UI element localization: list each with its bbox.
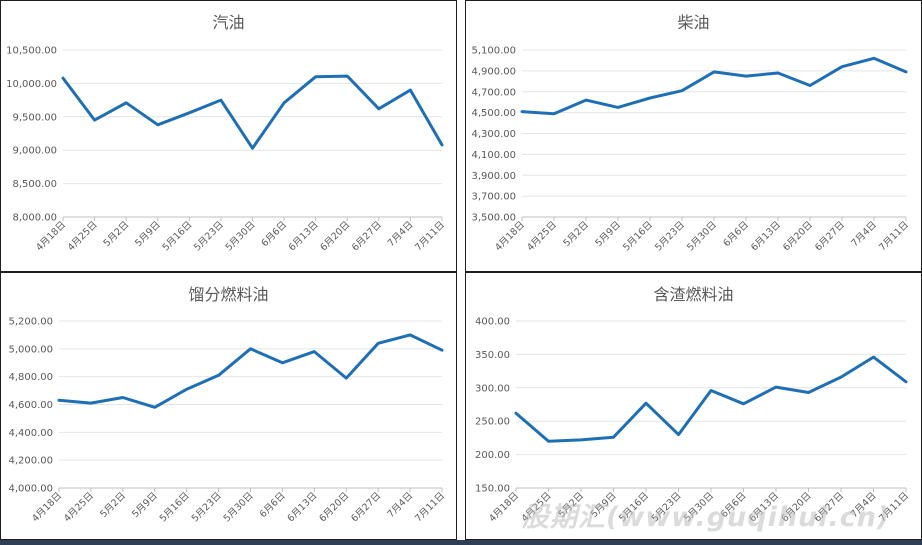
y-tick-label: 8,500.00 (12, 179, 57, 190)
y-tick-label: 3,500.00 (471, 213, 516, 224)
line-chart: 8,000.00 8,500.00 9,000.00 9,500.00 10,000.0… (6, 46, 447, 254)
x-tick-label: 4月18日 (34, 219, 68, 253)
y-tick-label: 5,100.00 (471, 46, 516, 57)
x-tick-label: 5月2日 (98, 490, 128, 520)
y-tick-label: 4,500.00 (471, 108, 516, 119)
x-tick-label: 5月2日 (102, 219, 132, 249)
chart-panel-gasoline: 汽油 8,000.00 8,500.00 9,000.00 9,500.00 10,00… (0, 0, 457, 272)
x-tick-label: 6月13日 (749, 219, 783, 253)
line-chart: 4,000.00 4,200.00 4,400.00 4,600.00 4,800.00… (8, 317, 447, 525)
x-tick-label: 4月18日 (493, 219, 527, 253)
x-tick-label: 5月16日 (621, 219, 655, 253)
x-tick-label: 4月25日 (525, 219, 559, 253)
x-tick-label: 6月13日 (287, 219, 321, 253)
y-tick-label: 3,700.00 (471, 192, 516, 203)
x-tick-label: 7月11日 (413, 219, 447, 253)
line-chart: 150.00 200.00 250.00 300.00 350.00 400.00 4月18… (475, 317, 911, 525)
series-line (514, 355, 908, 443)
y-tick-label: 4,100.00 (471, 150, 516, 161)
y-tick-label: 4,600.00 (8, 400, 53, 411)
y-tick-label: 4,400.00 (8, 428, 53, 439)
line-chart: 3,500.00 3,700.00 3,900.00 4,100.00 4,300.00… (471, 46, 911, 254)
x-tick-label: 7月4日 (385, 490, 415, 520)
y-tick-label: 400.00 (475, 317, 510, 328)
bottom-border (0, 540, 922, 545)
y-tick-label: 300.00 (475, 383, 510, 394)
x-tick-label: 6月20日 (317, 490, 351, 524)
series-line (61, 74, 444, 150)
x-tick-label: 5月2日 (561, 219, 591, 249)
chart-panel-residual-fuel-oil: 含渣燃料油 150.00 200.00 250.00 300.00 350.00 400.… (465, 272, 922, 540)
y-tick-label: 4,700.00 (471, 87, 516, 98)
chart-title: 汽油 (212, 13, 245, 32)
y-tick-label: 250.00 (475, 417, 510, 428)
y-tick-label: 9,500.00 (12, 112, 57, 123)
x-tick-label: 4月25日 (62, 490, 96, 524)
watermark: 股期汇(www.guqihui.cn) (522, 502, 891, 533)
x-tick-label: 4月18日 (30, 490, 64, 524)
x-tick-label: 5月30日 (224, 219, 258, 253)
x-tick-label: 4月25日 (66, 219, 100, 253)
x-tick-label: 7月11日 (413, 490, 447, 524)
x-tick-label: 4月18日 (487, 490, 521, 524)
y-tick-label: 9,000.00 (12, 146, 57, 157)
series-line (57, 333, 444, 409)
y-tick-label: 200.00 (475, 450, 510, 461)
x-tick-label: 5月30日 (222, 490, 256, 524)
x-tick-label: 5月16日 (160, 219, 194, 253)
x-tick-label: 5月9日 (593, 219, 623, 249)
y-tick-label: 10,500.00 (6, 46, 57, 57)
series-line (520, 56, 908, 116)
x-tick-label: 6月6日 (721, 219, 751, 249)
x-tick-label: 5月23日 (653, 219, 687, 253)
y-tick-label: 4,300.00 (471, 129, 516, 140)
x-tick-label: 5月23日 (192, 219, 226, 253)
y-tick-label: 3,900.00 (471, 171, 516, 182)
x-tick-label: 6月6日 (258, 490, 288, 520)
y-tick-label: 4,200.00 (8, 456, 53, 467)
x-tick-label: 5月30日 (685, 219, 719, 253)
x-tick-label: 6月27日 (350, 219, 384, 253)
x-tick-label: 6月20日 (781, 219, 815, 253)
x-tick-label: 6月20日 (318, 219, 352, 253)
y-tick-label: 150.00 (475, 484, 510, 495)
x-tick-label: 6月27日 (813, 219, 847, 253)
chart-title: 含渣燃料油 (653, 285, 734, 304)
x-tick-label: 6月27日 (349, 490, 383, 524)
x-tick-label: 6月6日 (259, 219, 289, 249)
y-tick-label: 4,000.00 (8, 484, 53, 495)
x-tick-label: 5月9日 (130, 490, 160, 520)
x-tick-label: 7月11日 (877, 219, 911, 253)
y-tick-label: 350.00 (475, 350, 510, 361)
chart-panel-distillate-fuel-oil: 馏分燃料油 4,000.00 4,200.00 4,400.00 4,600.00 4,… (0, 272, 457, 540)
x-tick-label: 7月4日 (386, 219, 416, 249)
x-tick-label: 5月9日 (133, 219, 163, 249)
x-tick-label: 5月23日 (190, 490, 224, 524)
chart-title: 馏分燃料油 (188, 285, 269, 304)
y-tick-label: 8,000.00 (12, 213, 57, 224)
y-tick-label: 4,800.00 (8, 372, 53, 383)
y-tick-label: 10,000.00 (6, 79, 57, 90)
y-tick-label: 4,900.00 (471, 66, 516, 77)
chart-panel-diesel: 柴油 3,500.00 3,700.00 3,900.00 4,100.00 4,300… (465, 0, 922, 272)
x-tick-label: 6月13日 (285, 490, 319, 524)
x-tick-label: 5月16日 (158, 490, 192, 524)
y-tick-label: 5,000.00 (8, 344, 53, 355)
chart-title: 柴油 (677, 13, 710, 32)
x-tick-label: 7月4日 (849, 219, 879, 249)
y-tick-label: 5,200.00 (8, 317, 53, 328)
